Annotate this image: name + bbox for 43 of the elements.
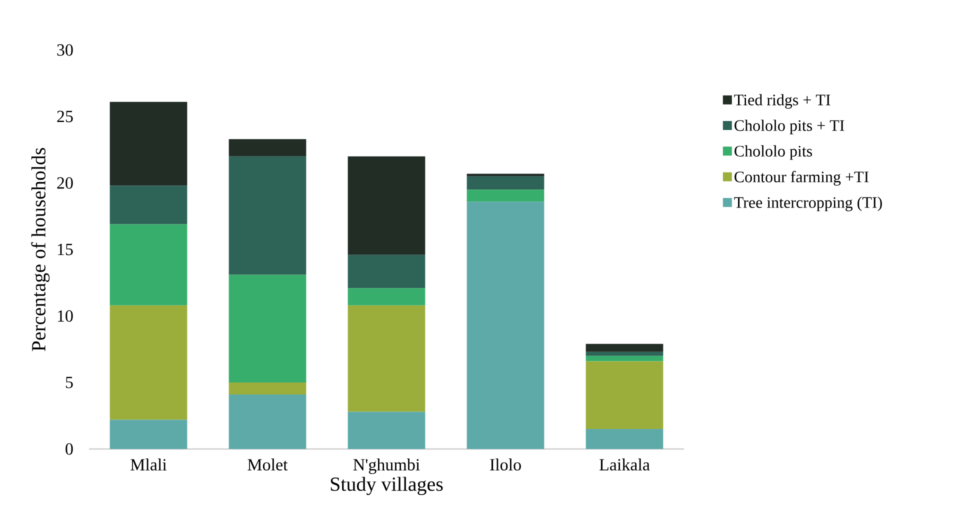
legend-label: Tree intercropping (TI) <box>734 196 882 212</box>
bar <box>348 412 426 449</box>
y-tick-label: 10 <box>58 310 73 322</box>
y-tick-label: 0 <box>66 443 73 455</box>
bar <box>228 274 306 382</box>
y-tick-label: 5 <box>66 376 73 388</box>
bar <box>586 356 664 362</box>
bar <box>228 156 306 275</box>
bar <box>586 361 664 430</box>
bar <box>228 382 306 394</box>
x-tick-label: Ilolo <box>490 458 521 470</box>
bar <box>348 156 426 255</box>
x-axis-title: Study villages <box>330 476 443 496</box>
legend-label: Tied ridgs + TI <box>734 94 830 109</box>
y-axis-title: Percentage of households <box>31 148 50 352</box>
y-tick-label: 20 <box>57 177 73 189</box>
bar <box>466 190 544 202</box>
bar <box>466 176 544 190</box>
bar <box>348 288 426 306</box>
bar <box>466 174 544 176</box>
bar <box>348 254 426 288</box>
bar <box>110 102 188 186</box>
bar <box>110 224 188 306</box>
legend-label: Contour farming +TI <box>734 170 869 186</box>
bar <box>586 429 664 449</box>
x-tick-label: Laikala <box>600 458 650 470</box>
bar <box>110 420 188 449</box>
legend-label: Chololo pits <box>734 145 812 160</box>
y-tick-label: 25 <box>57 110 73 122</box>
x-tick-label: Molet <box>248 458 288 470</box>
bar <box>586 352 664 356</box>
bar <box>586 344 664 352</box>
y-tick-label: 15 <box>58 244 73 256</box>
bar <box>466 202 544 449</box>
y-tick-label: 30 <box>57 44 73 56</box>
x-tick-label: Mlali <box>130 458 167 470</box>
x-tick-label: N'ghumbi <box>353 458 420 474</box>
bar <box>228 394 306 449</box>
bar <box>348 305 426 412</box>
legend-label: Chololo pits + TI <box>734 120 844 134</box>
bar <box>228 139 306 156</box>
bar <box>110 186 188 224</box>
bar <box>110 305 188 420</box>
